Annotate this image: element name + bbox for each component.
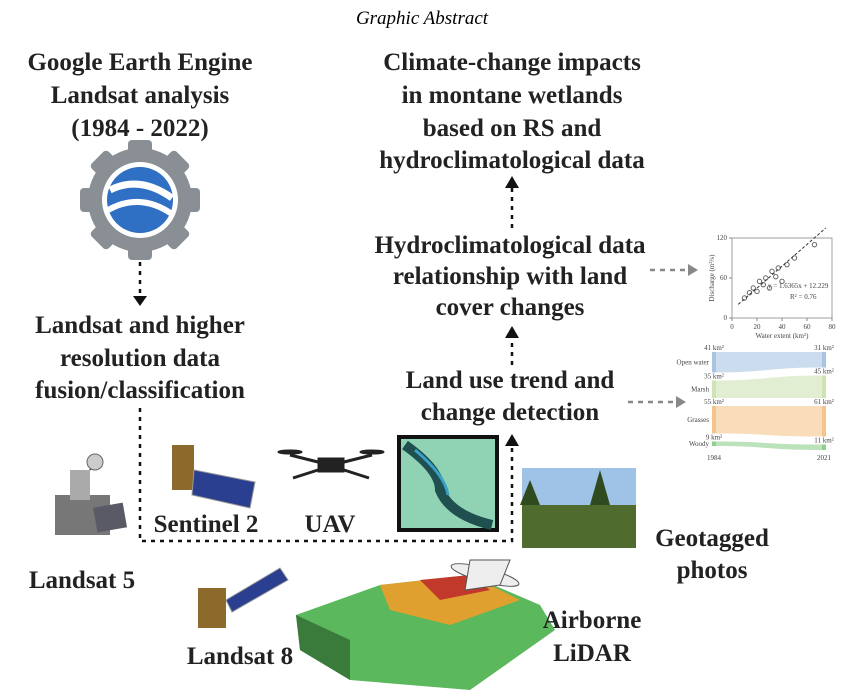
x-tick-label: 80 — [829, 323, 837, 331]
arrow-head — [133, 296, 147, 306]
category-label: Woody — [689, 440, 710, 448]
source-label: photos — [677, 557, 748, 584]
photo — [520, 468, 636, 548]
source-label: Geotagged — [655, 525, 769, 552]
r2-label: R² = 0.76 — [790, 293, 817, 301]
gee-logo — [80, 140, 200, 260]
x-tick-label: 60 — [804, 323, 812, 331]
node — [822, 352, 826, 368]
point — [766, 285, 773, 291]
impacts-label: Climate-change impacts — [383, 49, 641, 76]
arrow-head — [688, 264, 698, 276]
sentinel2-image — [172, 445, 256, 509]
trend-label: change detection — [421, 399, 600, 426]
point — [750, 285, 756, 291]
source-label: Landsat 5 — [29, 567, 135, 594]
point — [811, 241, 818, 248]
point — [741, 295, 748, 301]
source-label: Airborne — [543, 607, 642, 634]
impacts-label: in montane wetlands — [402, 82, 623, 109]
value-label: 11 km² — [814, 437, 834, 445]
value-label: 35 km² — [704, 373, 724, 381]
node — [822, 406, 826, 437]
source-label: Sentinel 2 — [154, 511, 259, 538]
flow — [716, 375, 822, 398]
source-label: Landsat 8 — [187, 643, 293, 670]
connector — [138, 408, 514, 543]
category-label: Marsh — [691, 385, 709, 393]
source-label: LiDAR — [553, 640, 632, 667]
fusion-label: Landsat and higher — [35, 312, 245, 339]
landsat5-image — [55, 453, 128, 535]
flow — [716, 406, 822, 437]
year-label: 1984 — [707, 454, 722, 462]
x-tick-label: 0 — [730, 323, 734, 331]
arrow-head — [505, 326, 519, 338]
value-label: 55 km² — [704, 398, 724, 406]
year-label: 2021 — [817, 454, 832, 462]
fit-line — [737, 227, 827, 305]
point — [763, 275, 769, 281]
value-label: 41 km² — [704, 344, 724, 352]
gee-label: Google Earth Engine — [27, 49, 252, 76]
title: Graphic Abstract — [356, 8, 489, 29]
point — [779, 278, 785, 285]
category-label: Open water — [677, 358, 710, 366]
point — [756, 278, 763, 285]
lidar-terrain — [296, 575, 555, 690]
y-tick-label: 0 — [724, 314, 728, 322]
value-label: 9 km² — [706, 434, 722, 442]
hydro-label: cover changes — [436, 294, 585, 321]
node — [712, 406, 716, 434]
impacts-label: based on RS and — [423, 115, 602, 142]
flow — [716, 441, 822, 450]
point — [773, 273, 779, 280]
hydro-label: Hydroclimatological data — [374, 232, 646, 259]
classified-map — [397, 435, 499, 532]
arrow-head — [505, 434, 519, 446]
category-label: Grasses — [687, 416, 709, 424]
point — [791, 255, 798, 261]
gee-label: Landsat analysis — [51, 82, 230, 109]
point — [754, 288, 760, 295]
y-axis-label: Discharge (m³/s) — [708, 254, 716, 302]
y-tick-label: 120 — [717, 234, 728, 242]
flow — [716, 352, 822, 373]
point — [769, 268, 775, 275]
landsat8-image — [198, 567, 289, 628]
arrow-head — [676, 396, 686, 408]
impacts-label: hydroclimatological data — [379, 147, 645, 174]
source-label: UAV — [305, 511, 356, 538]
node — [712, 380, 716, 398]
node — [822, 444, 826, 450]
fusion-label: resolution data — [60, 345, 220, 372]
node — [712, 352, 716, 373]
uav-image — [277, 449, 385, 480]
value-label: 61 km² — [814, 398, 834, 406]
trend-label: Land use trend and — [406, 367, 615, 394]
value-label: 45 km² — [814, 368, 834, 376]
fit-label: y = 1.6365x + 12.229 — [768, 282, 829, 290]
arrow-head — [505, 176, 519, 188]
x-tick-label: 40 — [779, 323, 787, 331]
airplane — [450, 559, 520, 591]
fusion-label: fusion/classification — [35, 377, 245, 404]
y-tick-label: 60 — [720, 274, 728, 282]
x-axis-label: Water extent (km²) — [756, 332, 810, 340]
hydro-label: relationship with land — [393, 263, 627, 290]
plot-frame — [731, 237, 833, 319]
x-tick-label: 20 — [754, 323, 762, 331]
node — [822, 375, 826, 398]
value-label: 31 km² — [814, 344, 834, 352]
point — [784, 261, 790, 268]
node — [712, 441, 716, 446]
gee-label: (1984 - 2022) — [71, 115, 208, 142]
